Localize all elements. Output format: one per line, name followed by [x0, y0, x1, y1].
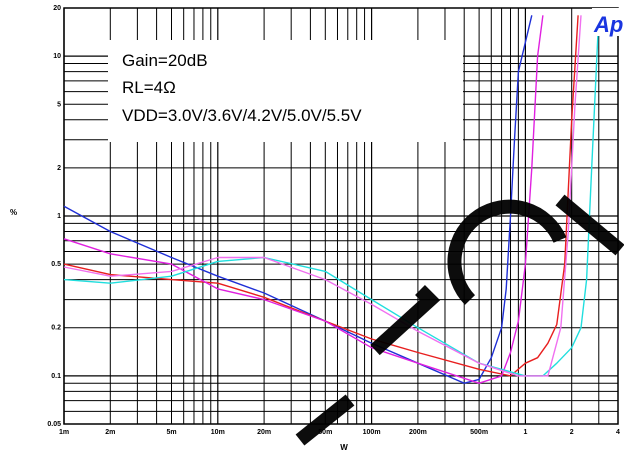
- x-tick-label: 2: [570, 429, 574, 436]
- x-tick-label: 2m: [105, 429, 115, 436]
- y-tick-labels: 0.05 0.1 0.2 0.5 1 2 5 10 20: [47, 5, 61, 428]
- annotation-load: RL=4Ω: [122, 78, 176, 97]
- x-tick-label: 4: [616, 429, 620, 436]
- annotation-vdd: VDD=3.0V/3.6V/4.2V/5.0V/5.5V: [122, 106, 362, 125]
- annotation-box-background: [108, 40, 463, 142]
- series-line-1: [63, 15, 533, 384]
- x-tick-label: 20m: [257, 429, 271, 436]
- y-tick-label: 5: [57, 101, 61, 108]
- x-tick-labels: 1m 2m 5m 10m 20m 50m 100m 200m 500m 1 2 4: [59, 429, 620, 436]
- x-tick-label: 1: [523, 429, 527, 436]
- x-tick-label: 5m: [166, 429, 176, 436]
- y-tick-label: 0.05: [47, 421, 61, 428]
- y-axis-label: %: [10, 208, 17, 217]
- annotation-box: Gain=20dB RL=4Ω VDD=3.0V/3.6V/4.2V/5.0V/…: [108, 40, 463, 142]
- watermark-stroke-3: [555, 194, 624, 256]
- y-tick-label: 1: [57, 213, 61, 220]
- annotation-gain: Gain=20dB: [122, 51, 208, 70]
- y-tick-label: 0.2: [51, 325, 61, 332]
- brand-logo-text: Ap: [593, 12, 623, 37]
- x-tick-label: 1m: [59, 429, 69, 436]
- x-tick-label: 100m: [363, 429, 381, 436]
- x-axis-label: W: [340, 443, 348, 452]
- watermark-stroke-2: [370, 285, 441, 356]
- y-tick-label: 0.5: [51, 261, 61, 268]
- x-tick-label: 50m: [318, 429, 332, 436]
- watermark-stroke-1: [447, 199, 567, 305]
- series-line-2: [63, 15, 579, 377]
- plot-frame: [63, 7, 619, 425]
- series-line-5: [63, 15, 582, 377]
- y-tick-label: 2: [57, 165, 61, 172]
- x-tick-label: 10m: [211, 429, 225, 436]
- watermark-stroke-4: [295, 394, 355, 446]
- x-tick-label: 500m: [470, 429, 488, 436]
- plot-border: [63, 7, 619, 425]
- y-tick-label: 10: [53, 53, 61, 60]
- brand-logo: Ap: [592, 8, 624, 37]
- x-tick-label: 200m: [409, 429, 427, 436]
- y-tick-label: 20: [53, 5, 61, 12]
- brand-logo-background: [592, 8, 624, 36]
- y-tick-label: 0.1: [51, 373, 61, 380]
- watermark: [295, 194, 624, 446]
